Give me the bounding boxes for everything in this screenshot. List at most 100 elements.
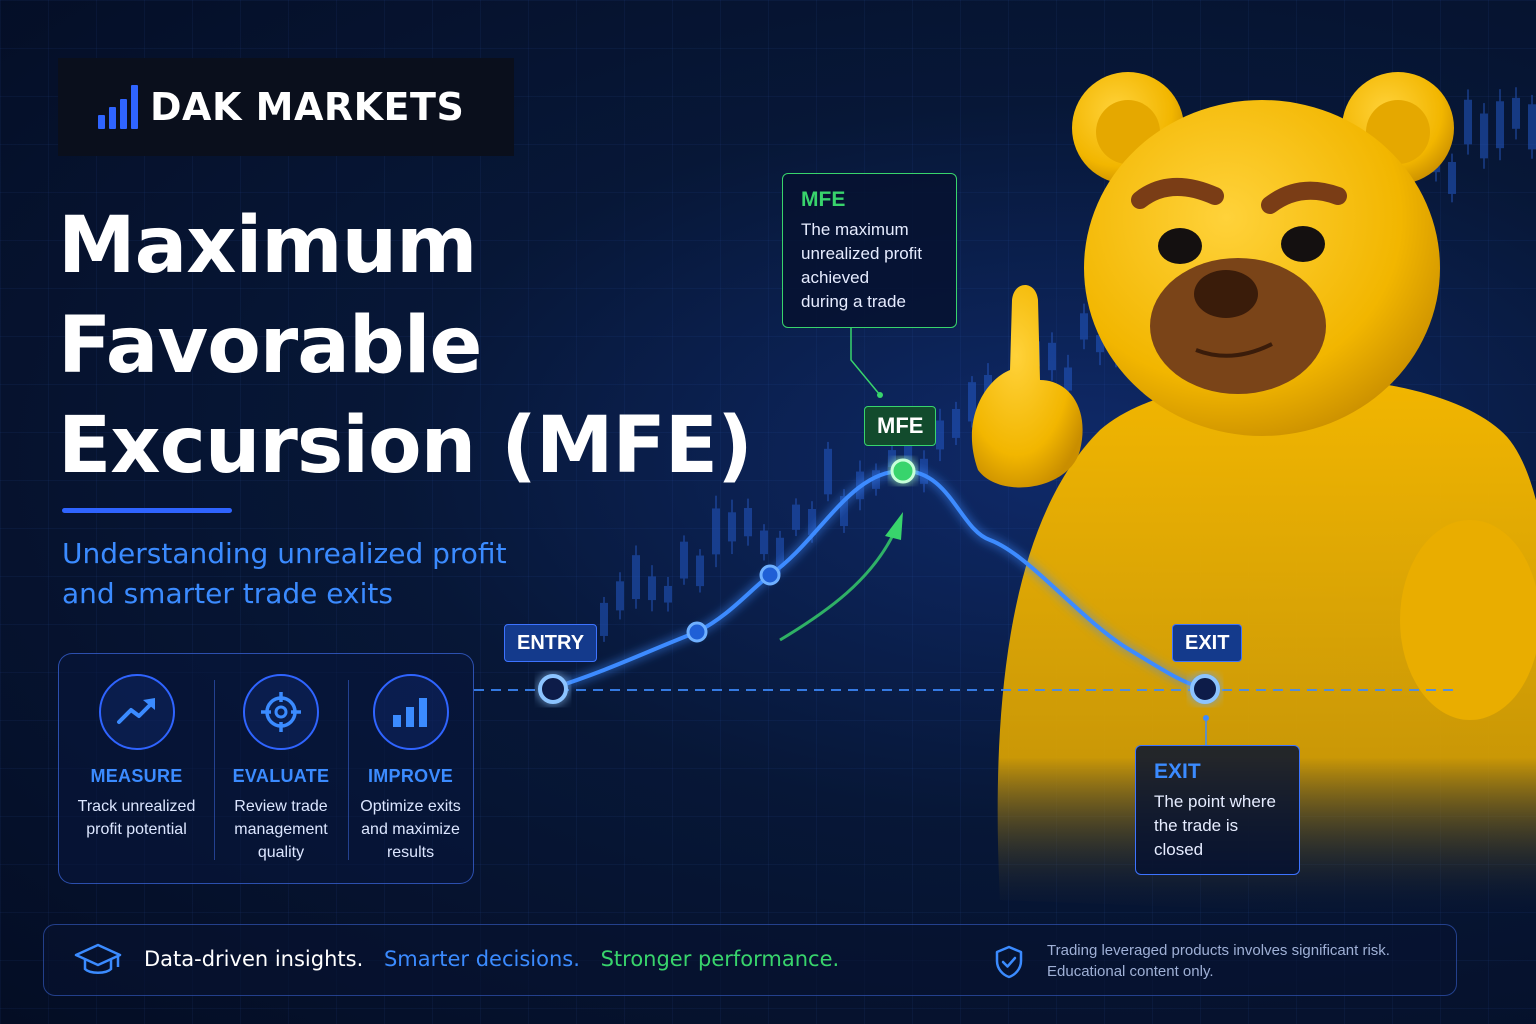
- candle-body: [888, 450, 896, 468]
- page-title: Maximum Favorable Excursion (MFE): [58, 196, 778, 496]
- candle-body: [936, 420, 944, 450]
- feature-evaluate: EVALUATE Review trade management quality: [214, 674, 348, 883]
- candle-body: [952, 408, 960, 438]
- mfe-point: [890, 458, 916, 484]
- brand-logo: DAK MARKETS: [58, 58, 514, 156]
- candle-body: [728, 512, 736, 542]
- feature-desc-line: Review trade: [234, 798, 328, 815]
- bear-eye-left: [1158, 228, 1202, 264]
- candle-body: [872, 470, 880, 489]
- feature-label: IMPROVE: [367, 766, 454, 786]
- feature-desc: Optimize exits and maximize results: [354, 795, 466, 864]
- feature-desc-line: Optimize exits: [360, 798, 461, 815]
- candle-body: [1064, 367, 1072, 391]
- exit-tag: EXIT: [1172, 624, 1243, 662]
- feature-desc-line: Track unrealized: [77, 798, 196, 815]
- footer-msg-3: Stronger performance.: [600, 947, 840, 971]
- subtitle: Understanding unrealized profit and smar…: [62, 534, 582, 614]
- disclaimer-line: Educational content only.: [1047, 963, 1214, 980]
- candle-body: [632, 555, 640, 600]
- feature-measure: MEASURE Track unrealized profit potentia…: [59, 674, 214, 883]
- trend-up-icon: [98, 674, 175, 750]
- feature-desc: Track unrealized profit potential: [72, 795, 202, 841]
- feature-improve: IMPROVE Optimize exits and maximize resu…: [348, 674, 473, 883]
- candle-body: [1464, 99, 1472, 145]
- callout-text-line: the trade is: [1154, 816, 1239, 835]
- candle-body: [664, 585, 672, 603]
- callout-text-line: unrealized profit: [801, 244, 922, 263]
- footer-msg-2: Smarter decisions.: [383, 947, 580, 971]
- bear-nose: [1194, 270, 1258, 318]
- exit-point: [1190, 674, 1220, 704]
- feature-desc: Review trade management quality: [228, 795, 333, 864]
- mfe-callout-text: The maximum unrealized profit achieved d…: [801, 218, 938, 314]
- candle-body: [648, 576, 656, 601]
- mfe-callout: MFE The maximum unrealized profit achiev…: [782, 173, 957, 328]
- exit-callout: EXIT The point where the trade is closed: [1135, 745, 1300, 875]
- bear-brow-left: [1131, 178, 1224, 209]
- bear-eye-right: [1281, 226, 1325, 262]
- candle-body: [1096, 335, 1104, 353]
- mfe-callout-connector: [850, 328, 881, 396]
- bar-chart-icon: [372, 674, 449, 750]
- candle-body: [792, 504, 800, 530]
- title-underline: [62, 508, 232, 513]
- bear-body: [997, 377, 1536, 920]
- title-line-3: Excursion (MFE): [58, 401, 753, 491]
- candle-body: [680, 541, 688, 579]
- path-point-2: [759, 564, 781, 586]
- candle-body: [1448, 161, 1456, 194]
- footer-message: Data-driven insights. Smarter decisions.…: [144, 947, 853, 971]
- mfe-callout-title: MFE: [801, 188, 846, 211]
- candle-body: [744, 508, 752, 537]
- footer-msg-1: Data-driven insights.: [144, 947, 364, 971]
- mfe-connector-dot: [877, 392, 883, 398]
- mfe-chart: [474, 328, 1460, 746]
- candle-body: [824, 448, 832, 495]
- mfe-arrow-line: [779, 534, 895, 642]
- callout-text-line: closed: [1154, 840, 1204, 859]
- bear-mouth: [1195, 342, 1273, 358]
- footer-bar: Data-driven insights. Smarter decisions.…: [43, 924, 1457, 996]
- candle-body: [776, 537, 784, 567]
- path-point-1: [686, 621, 708, 643]
- candle-body: [712, 508, 720, 555]
- feature-desc-line: quality: [257, 844, 305, 861]
- bear-snout: [1150, 258, 1326, 394]
- brand-name: DAK MARKETS: [150, 85, 465, 129]
- feature-desc-line: management: [234, 821, 328, 838]
- candle-body: [920, 458, 928, 484]
- candle-body: [1512, 97, 1520, 129]
- candle-body: [1496, 101, 1504, 149]
- target-icon: [243, 674, 319, 750]
- subtitle-line-2: and smarter trade exits: [62, 577, 393, 610]
- feature-desc-line: results: [386, 844, 435, 861]
- callout-text-line: The maximum: [801, 220, 909, 239]
- entry-point: [538, 674, 568, 704]
- candle-body: [616, 581, 624, 611]
- candle-body: [808, 508, 816, 535]
- bear-mascot-illustration: [971, 72, 1536, 920]
- candle-body: [600, 602, 608, 636]
- candle-body: [1080, 313, 1088, 340]
- logo-bars-icon: [98, 85, 138, 129]
- shield-check-icon: [995, 945, 1023, 979]
- feature-label: MEASURE: [90, 766, 183, 786]
- bear-arm-right: [1400, 520, 1536, 720]
- callout-text-line: The point where: [1154, 792, 1276, 811]
- title-line-1: Maximum: [58, 201, 477, 291]
- subtitle-line-1: Understanding unrealized profit: [62, 537, 507, 570]
- feature-desc-line: and maximize: [361, 821, 460, 838]
- exit-connector-dot: [1203, 715, 1209, 721]
- graduation-cap-icon: [74, 943, 122, 974]
- feature-desc-line: profit potential: [86, 821, 187, 838]
- risk-disclaimer: Trading leveraged products involves sign…: [1047, 940, 1447, 982]
- candle-body: [840, 496, 848, 527]
- features-panel: MEASURE Track unrealized profit potentia…: [58, 653, 474, 884]
- candle-body: [1048, 342, 1056, 371]
- candle-body: [696, 555, 704, 587]
- candle-body: [904, 428, 912, 467]
- exit-callout-text: The point where the trade is closed: [1154, 790, 1281, 862]
- candle-body: [760, 530, 768, 555]
